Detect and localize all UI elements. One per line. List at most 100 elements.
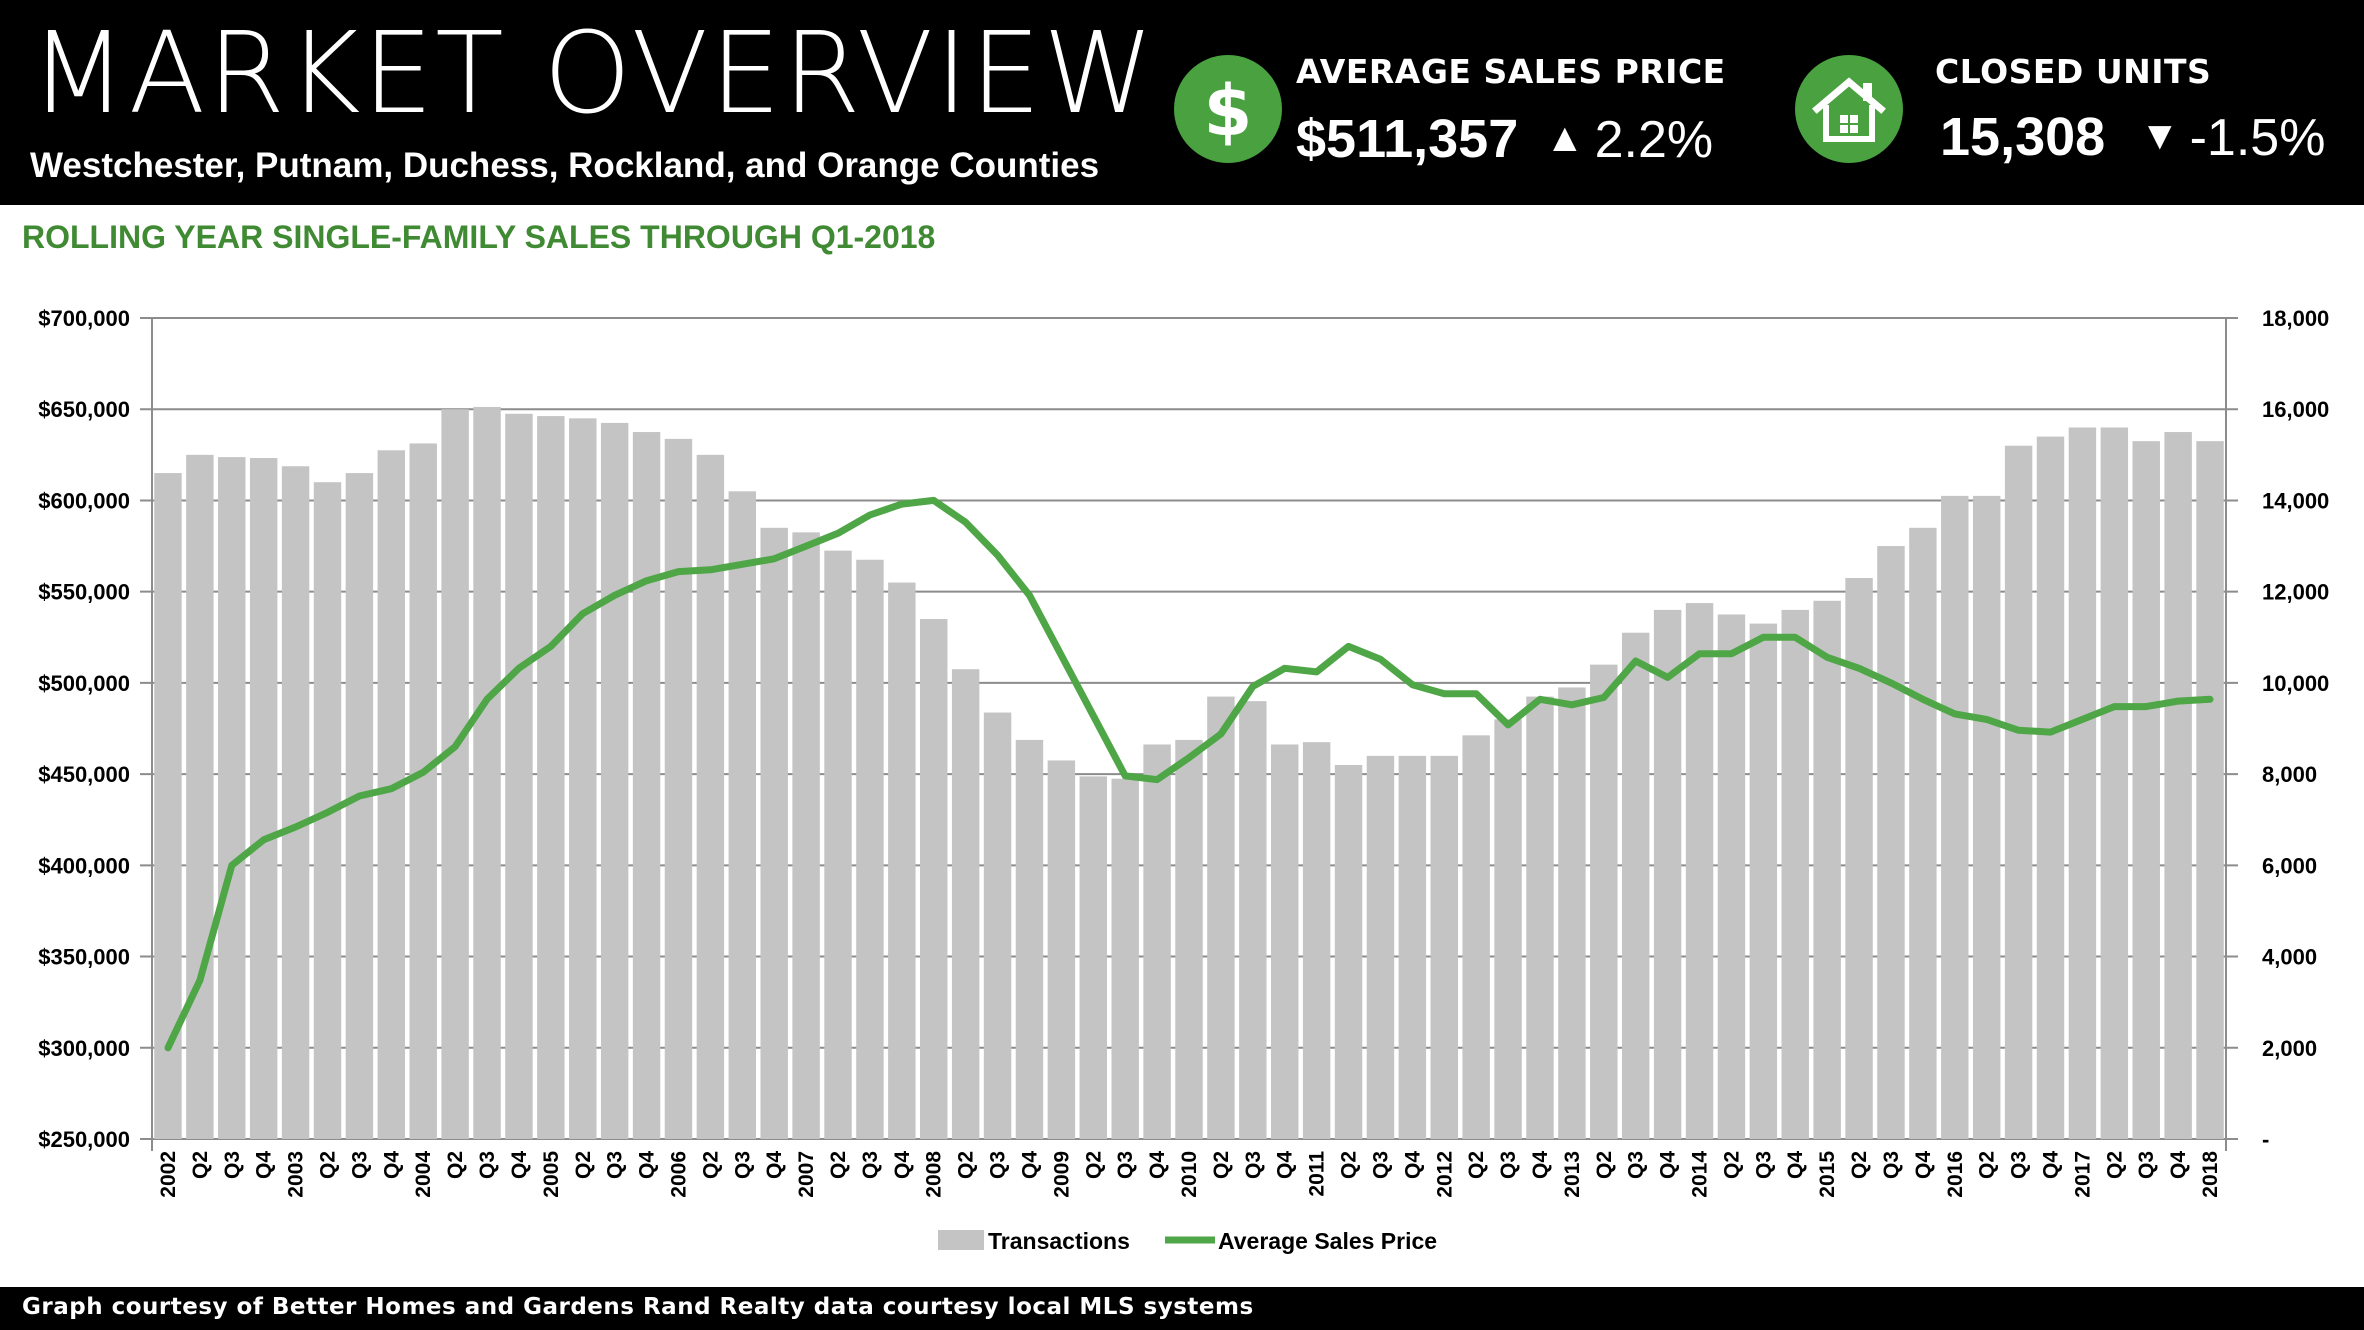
x-tick-label: Q3 [604, 1151, 627, 1179]
y-left-tick-label: $300,000 [38, 1036, 130, 1061]
bar-transactions [1430, 755, 1458, 1139]
x-tick-label: 2010 [1178, 1151, 1201, 1198]
x-tick-label: 2002 [157, 1151, 180, 1198]
x-tick-label: Q2 [1338, 1151, 1361, 1179]
bar-transactions [569, 418, 597, 1139]
x-tick-label: 2003 [285, 1151, 308, 1198]
bar-transactions [281, 466, 310, 1140]
y-right-tick-label: - [2262, 1127, 2269, 1152]
x-tick-label: Q4 [891, 1151, 914, 1179]
x-tick-label: Q3 [348, 1151, 371, 1179]
x-tick-label: Q3 [1242, 1151, 1265, 1179]
bar-transactions [2164, 432, 2192, 1139]
x-tick-label: Q2 [1082, 1151, 1105, 1179]
bar-transactions [1590, 664, 1618, 1139]
kpi-value-closed-units: 15,308 [1940, 107, 2106, 167]
y-right-tick-label: 12,000 [2262, 580, 2329, 605]
y-right-tick-label: 4,000 [2262, 945, 2317, 970]
bar-transactions [824, 550, 852, 1139]
legend-swatch-transactions [938, 1230, 984, 1250]
y-left-tick-label: $400,000 [38, 853, 130, 878]
x-tick-label: Q4 [636, 1151, 659, 1179]
x-tick-label: 2015 [1816, 1151, 1839, 1198]
bar-transactions [792, 532, 820, 1139]
x-tick-label: 2013 [1561, 1151, 1584, 1198]
bar-transactions [856, 559, 884, 1139]
legend-label-transactions: Transactions [988, 1228, 1130, 1254]
bar-transactions [1558, 687, 1586, 1139]
y-left-tick-label: $650,000 [38, 397, 130, 422]
y-right-tick-label: 14,000 [2262, 488, 2329, 513]
bar-transactions [983, 712, 1012, 1139]
combo-chart: $250,000 - $300,000 2,000 $350,000 4,000 $400,… [38, 306, 2329, 1254]
page-title: MARKET OVERVIEW [30, 9, 1156, 139]
x-tick-label: Q3 [476, 1151, 499, 1179]
x-tick-label: Q3 [987, 1151, 1010, 1179]
bar-transactions [2100, 427, 2129, 1139]
x-tick-label: 2016 [1944, 1151, 1967, 1198]
x-tick-label: Q3 [221, 1151, 244, 1179]
x-tick-label: Q4 [1019, 1151, 1042, 1179]
y-right-tick-label: 10,000 [2262, 671, 2329, 696]
bar-transactions [920, 619, 948, 1139]
bar-transactions [409, 443, 437, 1139]
x-tick-label: Q3 [1625, 1151, 1648, 1179]
kpi-label-closed-units: CLOSED UNITS [1935, 52, 2212, 91]
x-tick-label: Q2 [955, 1151, 978, 1179]
kpi-change-value: 2.2% [1594, 111, 1714, 169]
x-tick-label: Q3 [1369, 1151, 1392, 1179]
x-tick-label: Q2 [1210, 1151, 1233, 1179]
bar-transactions [1398, 755, 1427, 1139]
x-tick-label: Q3 [1114, 1151, 1137, 1179]
legend-label-average-sales-price: Average Sales Price [1218, 1228, 1437, 1254]
bar-transactions [632, 432, 661, 1139]
bar-transactions [1271, 744, 1299, 1139]
bar-transactions [1909, 527, 1937, 1139]
bar-transactions [600, 422, 629, 1140]
x-tick-label: Q3 [731, 1151, 754, 1179]
x-tick-label: Q4 [1146, 1151, 1169, 1179]
bar-transactions [1749, 623, 1778, 1139]
x-tick-label: Q3 [2135, 1151, 2158, 1179]
bar-transactions [249, 458, 278, 1139]
bar-transactions [1143, 744, 1171, 1139]
x-tick-label: Q3 [859, 1151, 882, 1179]
x-tick-label: Q4 [1657, 1151, 1680, 1179]
bar-transactions [377, 450, 406, 1139]
line-average-sales-price [164, 496, 2214, 1052]
x-tick-label: 2017 [2071, 1151, 2094, 1198]
x-tick-label: Q4 [1529, 1151, 1552, 1179]
y-right-tick-label: 18,000 [2262, 306, 2329, 331]
y-right-tick-label: 8,000 [2262, 762, 2317, 787]
dollar-icon: $ [1174, 55, 1282, 163]
bar-transactions [888, 582, 916, 1139]
y-right-tick-label: 16,000 [2262, 397, 2329, 422]
bar-transactions [186, 454, 214, 1139]
x-tick-label: 2006 [668, 1151, 691, 1198]
x-tick-label: Q2 [1720, 1151, 1743, 1179]
bar-transactions [1526, 696, 1554, 1139]
x-tick-label: Q4 [1401, 1151, 1424, 1179]
bar-transactions [760, 527, 788, 1139]
bar-transactions [1781, 609, 1809, 1139]
bar-transactions [1207, 696, 1235, 1139]
bar-transactions [728, 491, 757, 1139]
arrow-up-icon: ▲ [1545, 116, 1585, 160]
x-tick-label: Q4 [380, 1151, 403, 1179]
y-left-tick-label: $500,000 [38, 671, 130, 696]
bar-transactions [1239, 701, 1267, 1139]
bar-transactions [2196, 441, 2224, 1139]
kpi-change-value: -1.5% [2189, 109, 2326, 167]
bar-transactions [1079, 776, 1107, 1139]
bar-transactions [154, 473, 182, 1140]
x-tick-label: 2018 [2199, 1151, 2222, 1198]
bar-transactions [505, 413, 533, 1139]
y-right-tick-label: 2,000 [2262, 1036, 2317, 1061]
bar-transactions [1494, 719, 1522, 1139]
arrow-down-icon: ▼ [2140, 114, 2180, 158]
bar-transactions [1877, 546, 1905, 1139]
x-tick-label: 2009 [1050, 1151, 1073, 1198]
bar-transactions [537, 416, 565, 1139]
bar-transactions [2036, 436, 2065, 1140]
x-tick-label: Q2 [1465, 1151, 1488, 1179]
